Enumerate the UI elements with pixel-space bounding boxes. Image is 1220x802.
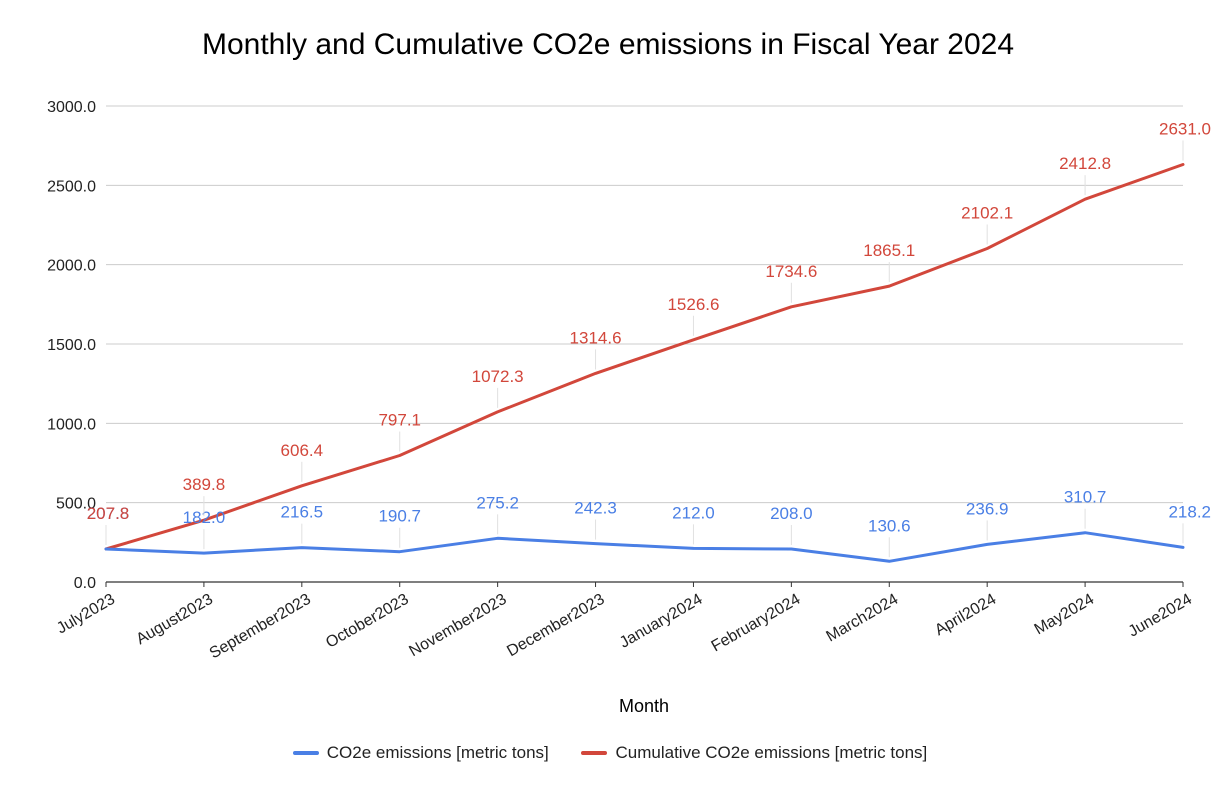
data-label-monthly: 218.2 xyxy=(1168,502,1211,521)
data-label-monthly: 310.7 xyxy=(1064,488,1107,507)
legend: CO2e emissions [metric tons] Cumulative … xyxy=(0,740,1220,763)
y-tick-label: 500.0 xyxy=(56,496,96,513)
x-tick-label: June2024 xyxy=(1126,591,1195,641)
y-tick-label: 1500.0 xyxy=(47,337,96,354)
legend-swatch-monthly xyxy=(292,751,319,755)
series-line-monthly xyxy=(104,531,1185,563)
data-label-monthly: 242.3 xyxy=(574,499,617,518)
data-label-cumulative: 1314.6 xyxy=(570,328,622,347)
x-tick-label: October2023 xyxy=(323,591,412,652)
x-tick-label: December2023 xyxy=(504,591,607,660)
legend-swatch-cumulative xyxy=(581,751,608,755)
y-tick-label: 1000.0 xyxy=(47,416,96,433)
data-label-cumulative: 207.8 xyxy=(87,504,130,523)
legend-label-monthly: CO2e emissions [metric tons] xyxy=(326,743,549,762)
data-label-monthly: 212.0 xyxy=(672,503,715,522)
data-label-cumulative: 389.8 xyxy=(183,475,226,494)
chart-title: Monthly and Cumulative CO2e emissions in… xyxy=(201,28,1015,61)
data-label-cumulative: 2631.0 xyxy=(1159,120,1211,139)
x-tick-label: July2023 xyxy=(54,591,118,638)
data-label-cumulative: 1734.6 xyxy=(765,262,817,281)
data-label-monthly: 236.9 xyxy=(966,499,1009,518)
data-label-cumulative: 1865.1 xyxy=(863,241,915,260)
x-tick-label: November2023 xyxy=(406,591,509,660)
x-tick-label: August2023 xyxy=(133,591,216,648)
y-tick-label: 0.0 xyxy=(74,575,96,592)
data-label-cumulative: 2102.1 xyxy=(961,203,1013,222)
x-axis-title: Month xyxy=(618,696,670,716)
data-label-monthly: 130.6 xyxy=(868,516,911,535)
data-label-monthly: 182.0 xyxy=(183,508,226,527)
y-tick-label: 2000.0 xyxy=(47,258,96,275)
data-label-cumulative: 606.4 xyxy=(281,441,324,460)
x-tick-label: January2024 xyxy=(617,591,706,652)
x-tick-label: May2024 xyxy=(1032,591,1098,639)
data-label-monthly: 216.5 xyxy=(281,503,324,522)
data-label-cumulative: 1526.6 xyxy=(667,295,719,314)
legend-item-cumulative: Cumulative CO2e emissions [metric tons] xyxy=(581,743,927,763)
series-line-cumulative xyxy=(104,163,1185,551)
data-label-cumulative: 2412.8 xyxy=(1059,154,1111,173)
legend-label-cumulative: Cumulative CO2e emissions [metric tons] xyxy=(615,743,928,762)
data-label-cumulative: 1072.3 xyxy=(472,367,524,386)
x-tick-label: September2023 xyxy=(207,591,314,663)
x-tick-label: February2024 xyxy=(709,591,804,656)
data-label-cumulative: 797.1 xyxy=(378,411,421,430)
data-label-monthly: 190.7 xyxy=(378,507,421,526)
y-tick-label: 3000.0 xyxy=(47,99,96,116)
y-tick-label: 2500.0 xyxy=(47,178,96,195)
x-tick-label: March2024 xyxy=(823,591,901,646)
x-tick-label: April2024 xyxy=(932,591,999,640)
data-label-monthly: 275.2 xyxy=(476,493,519,512)
legend-item-monthly: CO2e emissions [metric tons] xyxy=(292,743,549,763)
data-label-monthly: 208.0 xyxy=(770,504,813,523)
data-label-monthly: 207.8 xyxy=(87,504,130,523)
